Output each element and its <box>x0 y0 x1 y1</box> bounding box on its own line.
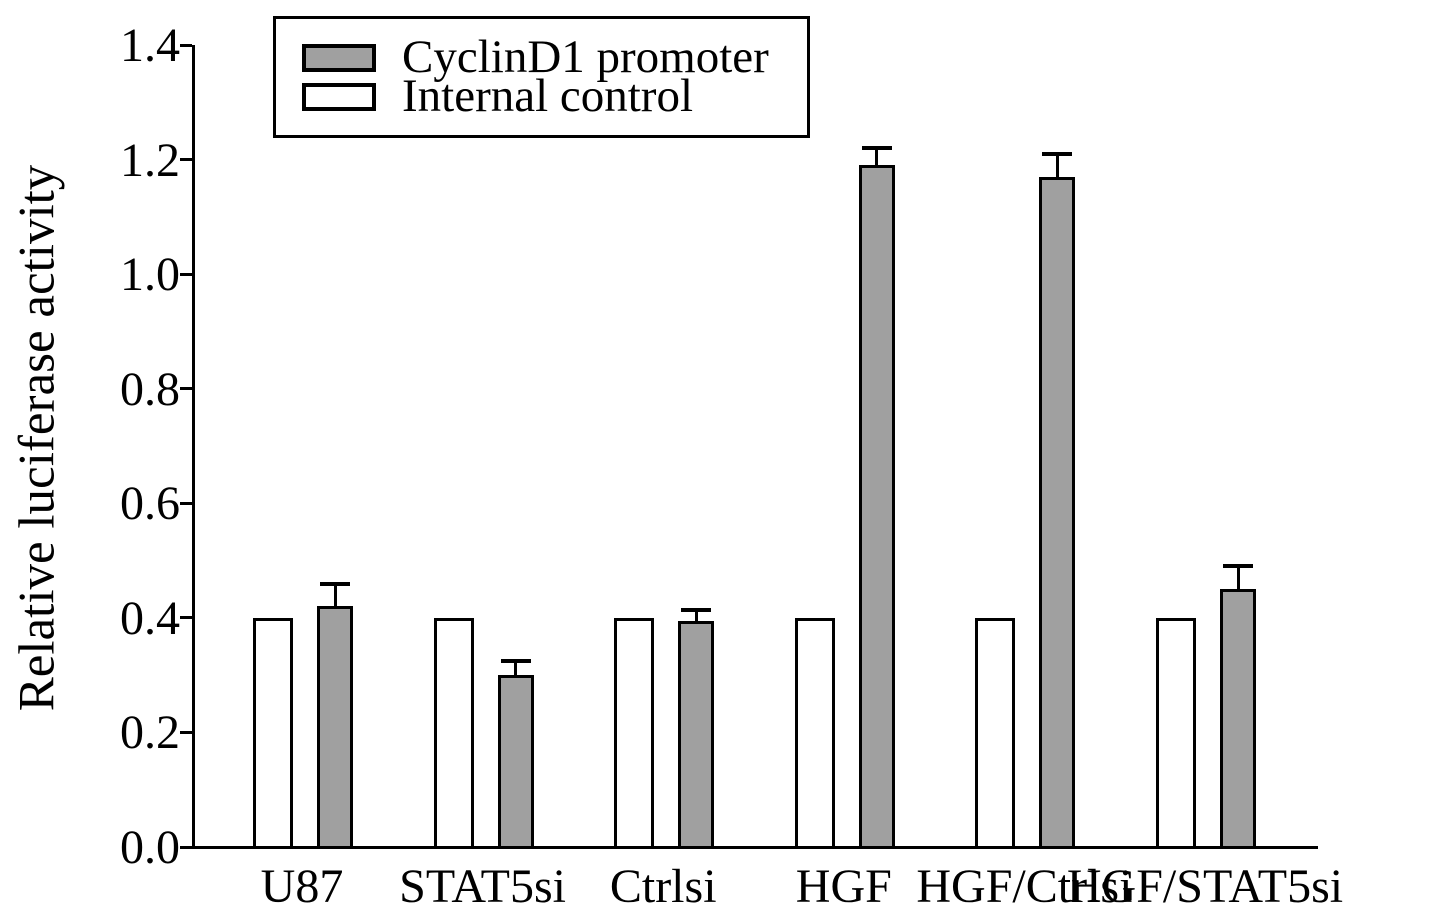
y-tick-mark-0.4 <box>180 616 192 620</box>
error-bar-cap-hgf-stat5si <box>1223 564 1253 569</box>
y-tick-label-1.0: 1.0 <box>120 248 180 302</box>
y-tick-mark-0.0 <box>180 845 192 849</box>
error-bar-cap-hgf <box>861 146 892 151</box>
y-tick-label-0.2: 0.2 <box>120 706 180 760</box>
bar-cyclind1-promoter-hgf <box>858 165 895 849</box>
error-bar-cap-u87 <box>320 581 350 586</box>
y-tick-mark-0.8 <box>180 387 192 391</box>
y-tick-mark-1.0 <box>180 272 192 276</box>
bar-internal-control-ctrlsi <box>614 617 655 849</box>
legend-label-internal-control: Internal control <box>402 70 694 122</box>
y-tick-mark-0.6 <box>180 501 192 505</box>
error-bar-cap-ctrlsi <box>681 608 712 613</box>
bar-internal-control-hgf-ctrlsi <box>975 617 1016 849</box>
bar-internal-control-hgf-stat5si <box>1156 617 1196 849</box>
legend-item-internal-control: Internal control <box>302 73 807 120</box>
bar-cyclind1-promoter-hgf-ctrlsi <box>1039 176 1076 849</box>
x-axis-line <box>192 846 1318 849</box>
legend-swatch-cyclind1-promoter <box>302 43 376 72</box>
bar-cyclind1-promoter-ctrlsi <box>678 620 715 849</box>
y-tick-label-0.4: 0.4 <box>120 591 180 645</box>
bar-cyclind1-promoter-stat5si <box>497 675 534 849</box>
error-bar-line-hgf-stat5si <box>1236 566 1240 590</box>
error-bar-line-ctrlsi <box>694 610 698 621</box>
error-bar-cap-hgf-ctrlsi <box>1042 151 1073 156</box>
bar-cyclind1-promoter-u87 <box>317 606 353 849</box>
y-tick-label-0.0: 0.0 <box>120 821 180 874</box>
legend-swatch-internal-control <box>302 82 376 111</box>
error-bar-line-u87 <box>333 583 337 607</box>
x-category-label-u87: U87 <box>260 860 344 913</box>
error-bar-line-hgf <box>875 148 879 166</box>
y-tick-label-1.4: 1.4 <box>120 19 180 72</box>
x-category-label-ctrlsi: Ctrlsi <box>609 860 717 913</box>
bar-internal-control-u87 <box>253 617 293 849</box>
x-category-label-stat5si: STAT5si <box>399 860 567 913</box>
legend-box: CyclinD1 promoter Internal control <box>273 16 810 138</box>
error-bar-cap-stat5si <box>500 658 531 663</box>
bar-internal-control-hgf <box>794 617 835 849</box>
bar-internal-control-stat5si <box>433 617 474 849</box>
x-category-label-hgf-stat5si: HGF/STAT5si <box>1066 860 1344 913</box>
error-bar-line-hgf-ctrlsi <box>1055 153 1059 177</box>
y-tick-label-1.2: 1.2 <box>120 133 180 187</box>
x-category-label-hgf: HGF <box>795 860 892 913</box>
y-tick-mark-1.2 <box>180 158 192 162</box>
legend-label-cyclind1-promoter: CyclinD1 promoter <box>402 31 769 83</box>
x-category-label-hgf-ctrlsi: HGF/Ctrlsi <box>916 860 1133 913</box>
error-bar-line-stat5si <box>514 660 518 676</box>
y-axis-line <box>192 45 195 849</box>
y-tick-label-0.6: 0.6 <box>120 477 180 531</box>
legend-item-cyclind1-promoter: CyclinD1 promoter <box>302 34 807 81</box>
y-tick-mark-0.2 <box>180 730 192 734</box>
y-tick-mark-1.4 <box>180 43 192 47</box>
y-tick-label-0.8: 0.8 <box>120 362 180 416</box>
bar-cyclind1-promoter-hgf-stat5si <box>1220 589 1256 849</box>
